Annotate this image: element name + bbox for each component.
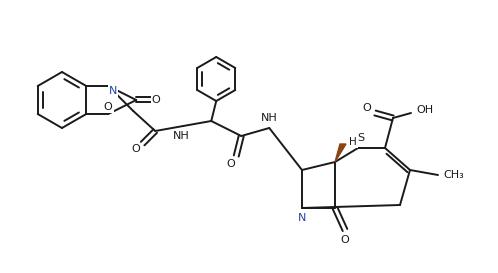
Text: NH: NH	[261, 113, 277, 123]
Text: O: O	[227, 159, 236, 169]
Text: NH: NH	[173, 131, 190, 141]
Text: N: N	[298, 213, 306, 223]
Text: S: S	[358, 133, 365, 143]
Text: N: N	[109, 86, 118, 96]
Text: CH₃: CH₃	[444, 170, 464, 180]
Text: O: O	[104, 102, 113, 112]
Polygon shape	[335, 144, 346, 162]
Text: O: O	[131, 144, 140, 154]
Text: O: O	[152, 95, 161, 105]
Text: OH: OH	[416, 105, 434, 115]
Text: H: H	[349, 137, 357, 147]
Text: O: O	[363, 103, 372, 113]
Text: O: O	[341, 235, 350, 245]
